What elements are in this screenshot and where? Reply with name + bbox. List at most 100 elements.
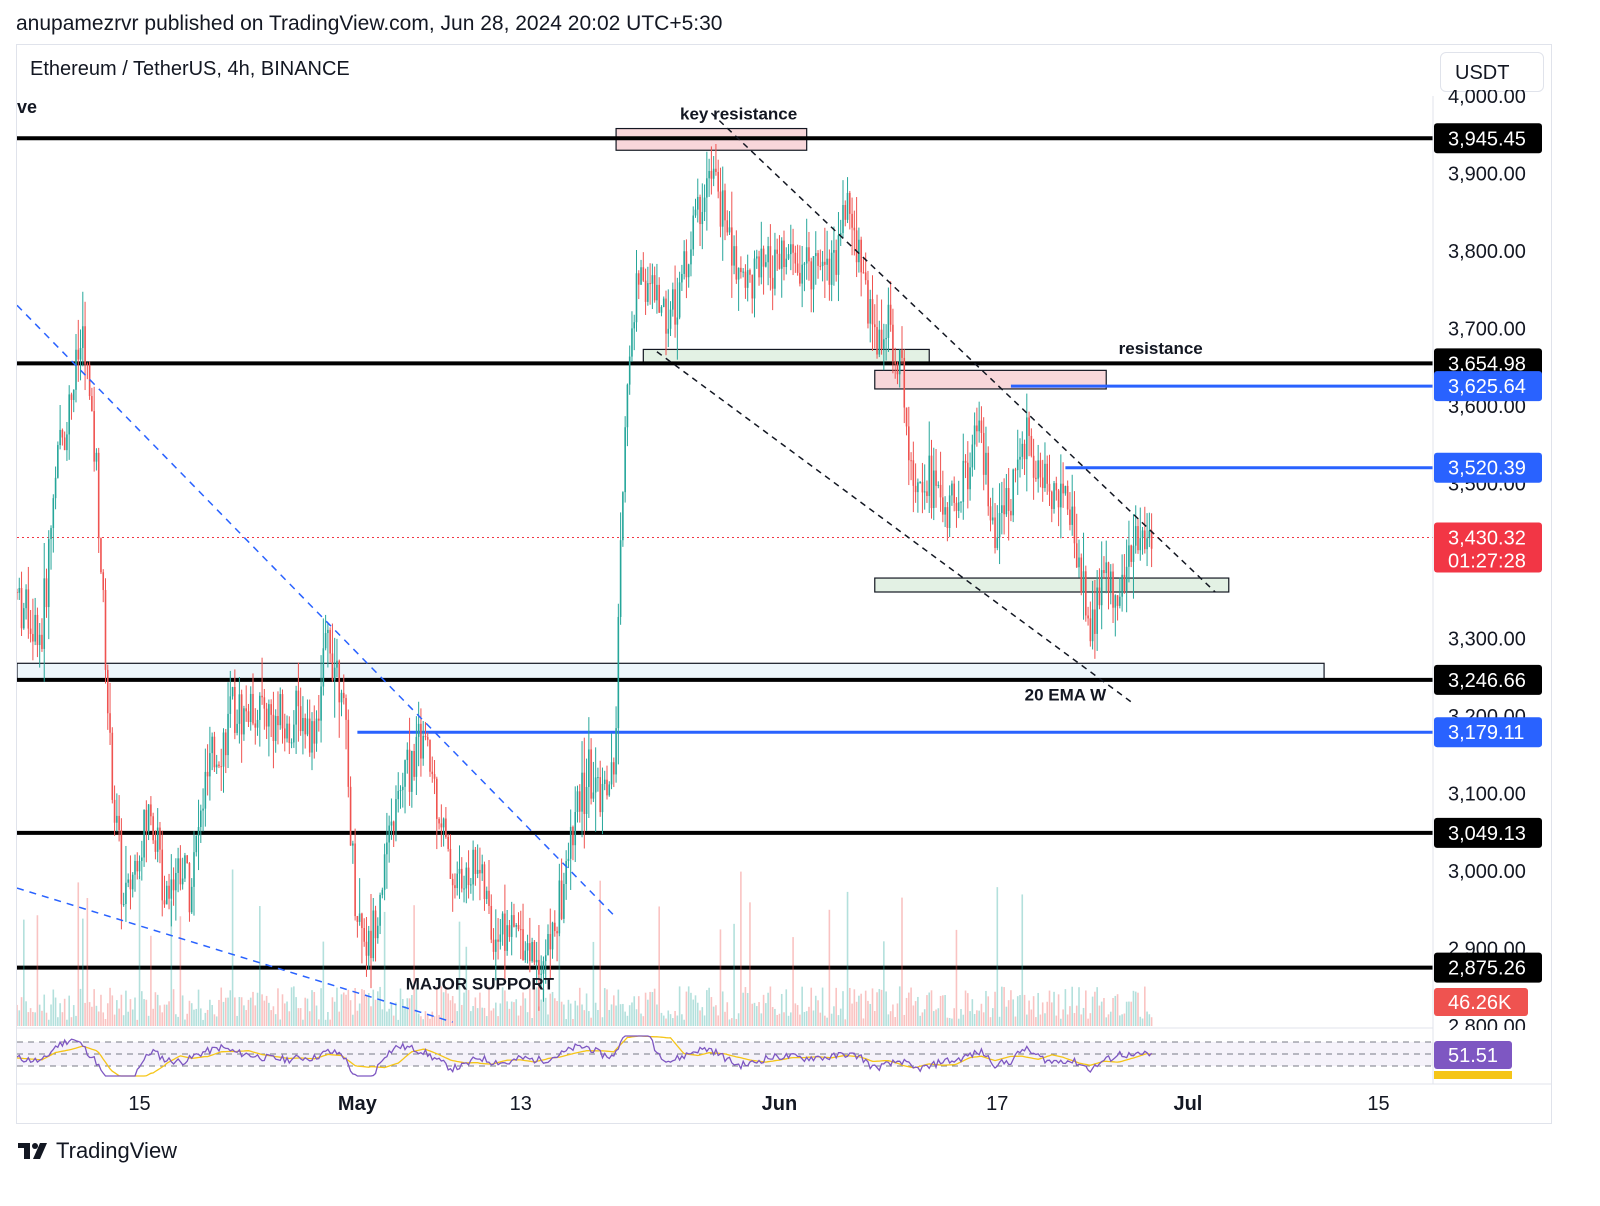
candle-body bbox=[683, 251, 685, 274]
level-badge-bg bbox=[1434, 717, 1542, 748]
volume-bar bbox=[506, 1001, 508, 1026]
volume-bar bbox=[937, 1008, 940, 1026]
candle-body bbox=[470, 884, 472, 886]
candle-body bbox=[1010, 510, 1012, 516]
chart-canvas[interactable]: key resistance resistance 20 EMA W MAJOR SU… bbox=[0, 0, 1600, 1130]
volume-bar bbox=[134, 997, 136, 1026]
volume-bar bbox=[474, 997, 477, 1026]
volume-bar bbox=[129, 999, 132, 1026]
volume-bar bbox=[467, 990, 470, 1026]
volume-bar bbox=[982, 1012, 985, 1026]
volume-bar bbox=[456, 1011, 459, 1026]
volume-bar bbox=[522, 992, 524, 1026]
volume-bar bbox=[136, 1019, 139, 1026]
candle-body bbox=[426, 737, 429, 740]
volume-bar bbox=[898, 986, 901, 1026]
volume-bar bbox=[724, 1011, 726, 1026]
candle-body bbox=[928, 455, 931, 497]
volume-bar bbox=[1069, 1006, 1071, 1026]
candle-body bbox=[1037, 460, 1039, 479]
volume-bar bbox=[542, 989, 545, 1026]
candle-body bbox=[200, 810, 202, 828]
candle-body bbox=[524, 950, 527, 961]
candle-body bbox=[660, 307, 663, 313]
volume-bar bbox=[787, 1015, 790, 1026]
volume-bar bbox=[200, 1008, 202, 1026]
candle-body bbox=[440, 823, 443, 828]
x-tick-label: 13 bbox=[510, 1093, 532, 1115]
volume-bar bbox=[910, 987, 912, 1026]
candle-body bbox=[765, 262, 767, 267]
candle-body bbox=[794, 252, 797, 264]
volume-bar bbox=[440, 986, 443, 1026]
volume-bar bbox=[631, 1002, 633, 1026]
volume-bar bbox=[719, 929, 722, 1026]
volume-bar bbox=[57, 1017, 59, 1026]
volume-bar bbox=[1055, 1015, 1058, 1026]
level-badge: 3,246.66 bbox=[1448, 670, 1526, 692]
tradingview-logo-icon[interactable] bbox=[16, 1139, 50, 1163]
candle-body bbox=[883, 339, 885, 349]
candle-body bbox=[935, 470, 937, 486]
volume-bar bbox=[59, 1003, 61, 1026]
candle-body bbox=[306, 718, 309, 735]
volume-bar bbox=[694, 995, 697, 1026]
volume-bar bbox=[780, 993, 783, 1026]
trendline bbox=[17, 887, 453, 1023]
level-badge-bg bbox=[1434, 123, 1542, 154]
volume-bar bbox=[633, 996, 636, 1026]
candle-body bbox=[218, 764, 220, 767]
volume-bar bbox=[969, 1011, 971, 1026]
countdown-badge: 01:27:28 bbox=[1448, 551, 1526, 573]
volume-bar bbox=[363, 990, 365, 1026]
candle-body bbox=[651, 275, 654, 284]
volume-bar bbox=[1003, 987, 1005, 1026]
volume-bar bbox=[361, 989, 363, 1026]
candle-body bbox=[678, 282, 681, 318]
volume-bar bbox=[1141, 1018, 1144, 1026]
volume-bar bbox=[1144, 986, 1146, 1026]
candle-body bbox=[767, 246, 769, 263]
volume-bar bbox=[610, 1004, 613, 1026]
volume-bar bbox=[948, 1017, 951, 1026]
candle-body bbox=[835, 250, 837, 275]
candle-body bbox=[701, 211, 704, 225]
candle-body bbox=[1053, 483, 1055, 509]
candle-body bbox=[687, 264, 690, 278]
volume-bar bbox=[776, 1014, 778, 1026]
candle-body bbox=[50, 528, 52, 540]
volume-bar bbox=[669, 1014, 672, 1026]
volume-bar bbox=[390, 1002, 393, 1026]
trendline bbox=[656, 351, 1134, 705]
candle-body bbox=[606, 779, 608, 796]
volume-bar bbox=[195, 1008, 198, 1026]
candle-body bbox=[982, 432, 985, 475]
volume-bar bbox=[377, 991, 379, 1026]
volume-bar bbox=[592, 941, 595, 1026]
candle-body bbox=[826, 258, 828, 265]
volume-bar bbox=[842, 991, 844, 1026]
candle-body bbox=[458, 868, 461, 874]
candle-body bbox=[583, 772, 586, 814]
volume-bar bbox=[231, 869, 234, 1026]
volume-bar bbox=[270, 1010, 272, 1026]
candle-body bbox=[429, 739, 431, 772]
candle-body bbox=[601, 783, 604, 813]
volume-bar bbox=[858, 995, 860, 1026]
candle-body bbox=[699, 196, 701, 225]
volume-bar bbox=[1125, 1001, 1128, 1026]
candle-body bbox=[320, 686, 322, 721]
candle-body bbox=[1119, 596, 1121, 606]
volume-bar bbox=[1014, 1016, 1017, 1026]
candle-body bbox=[433, 774, 436, 779]
volume-bar bbox=[617, 989, 620, 1026]
volume-bar bbox=[869, 1003, 872, 1026]
candle-body bbox=[914, 485, 917, 493]
footer-brand[interactable]: TradingView bbox=[56, 1138, 178, 1163]
candle-body bbox=[1021, 443, 1024, 457]
volume-bar bbox=[177, 1016, 179, 1026]
volume-bar bbox=[238, 996, 241, 1026]
volume-bar bbox=[118, 1008, 120, 1026]
volume-bar bbox=[261, 994, 263, 1026]
currency-button[interactable]: USDT bbox=[1440, 52, 1544, 92]
